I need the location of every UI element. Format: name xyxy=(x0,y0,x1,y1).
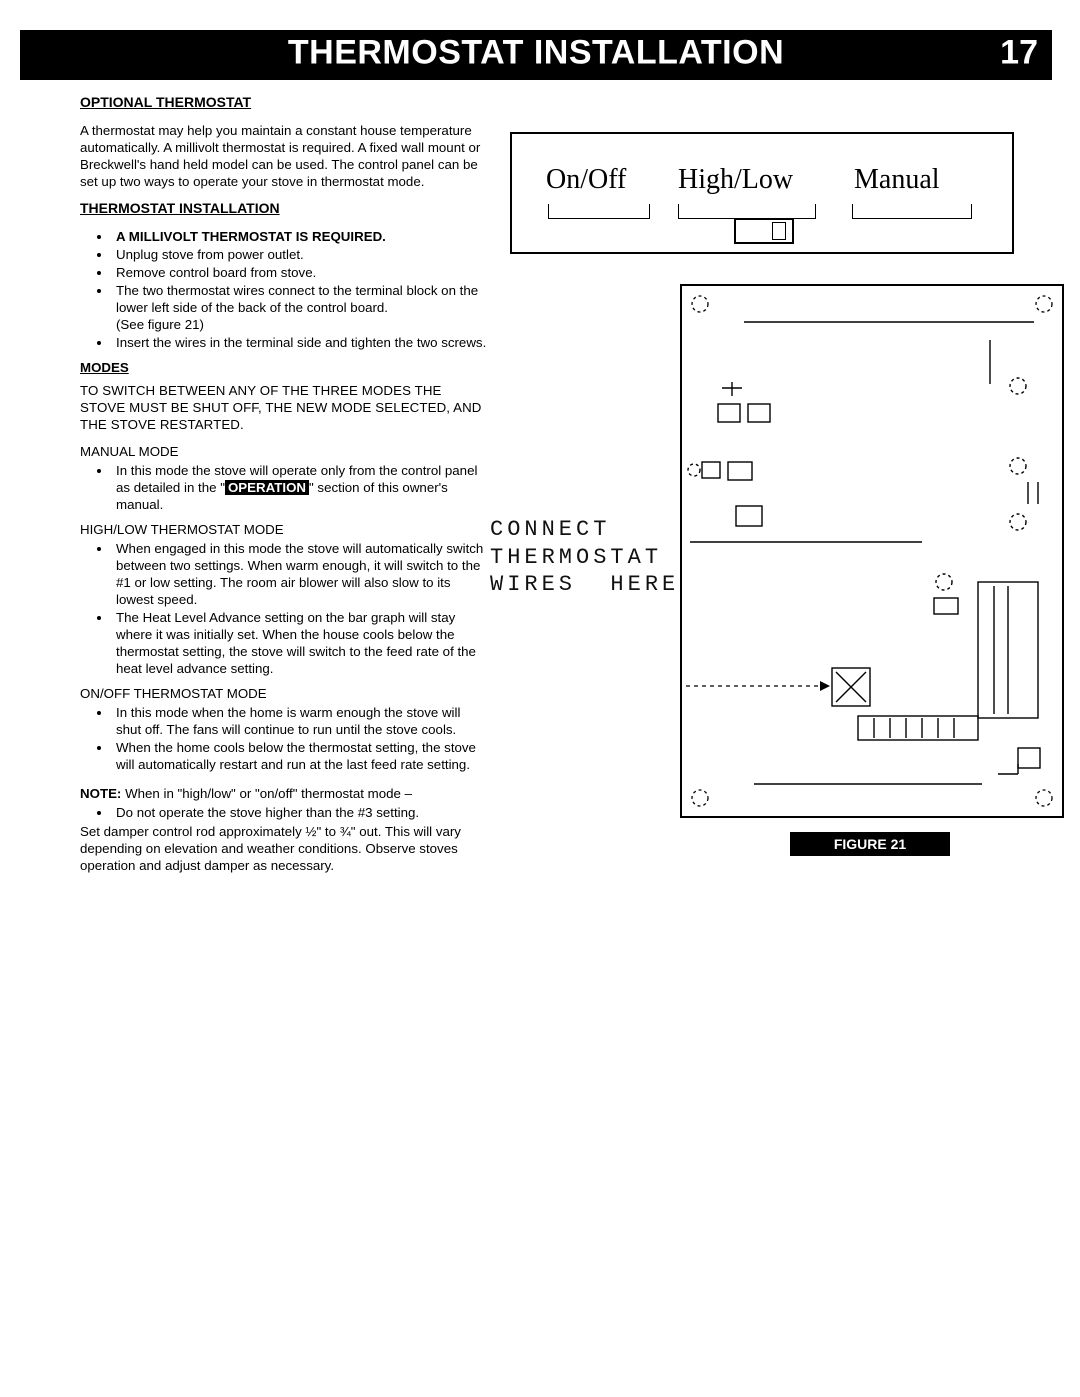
figure-control-board: CONNECT THERMOSTAT WIRES HERE xyxy=(510,284,1020,856)
page-number: 17 xyxy=(1000,34,1038,73)
operation-tag: OPERATION xyxy=(225,480,309,495)
highlow-bullet-list: When engaged in this mode the stove will… xyxy=(80,540,488,677)
heading-onoff-mode: ON/OFF THERMOSTAT MODE xyxy=(80,685,488,702)
switch-label-highlow: High/Low xyxy=(678,164,793,196)
page: THERMOSTAT INSTALLATION 17 OPTIONAL THER… xyxy=(0,0,1080,1397)
switch-label-onoff: On/Off xyxy=(546,164,626,196)
control-board-svg xyxy=(682,286,1062,816)
note-block: NOTE: When in "high/low" or "on/off" the… xyxy=(80,785,488,802)
bracket-manual-icon xyxy=(852,204,972,219)
heading-optional-thermostat: OPTIONAL THERMOSTAT xyxy=(80,94,488,112)
install-bullet-0: A MILLIVOLT THERMOSTAT IS REQUIRED. xyxy=(112,228,488,245)
body-columns: OPTIONAL THERMOSTAT A thermostat may hel… xyxy=(80,92,1020,884)
note-line: When in "high/low" or "on/off" thermosta… xyxy=(121,786,412,801)
mode-switch-slider-icon xyxy=(772,222,786,240)
install-bullet-1: Unplug stove from power outlet. xyxy=(112,246,488,263)
page-title: THERMOSTAT INSTALLATION xyxy=(288,34,784,73)
onoff-bullet-0: In this mode when the home is warm enoug… xyxy=(112,704,488,738)
control-board-outline xyxy=(680,284,1064,818)
onoff-bullet-1: When the home cools below the thermostat… xyxy=(112,739,488,773)
heading-modes: MODES xyxy=(80,359,488,376)
bracket-highlow-icon xyxy=(678,204,816,219)
title-bar: THERMOSTAT INSTALLATION 17 xyxy=(20,30,1052,80)
note-prefix: NOTE: xyxy=(80,786,121,801)
mode-switch-icon xyxy=(734,218,794,244)
figure-caption: FIGURE 21 xyxy=(680,832,1060,856)
note-bullet-list: Do not operate the stove higher than the… xyxy=(80,804,488,821)
install-bullet-3: The two thermostat wires connect to the … xyxy=(112,282,488,333)
para-intro: A thermostat may help you maintain a con… xyxy=(80,122,488,190)
heading-highlow-mode: HIGH/LOW THERMOSTAT MODE xyxy=(80,521,488,538)
manual-bullet-0: In this mode the stove will operate only… xyxy=(112,462,488,513)
note-bullet-0: Do not operate the stove higher than the… xyxy=(112,804,488,821)
heading-thermostat-installation: THERMOSTAT INSTALLATION xyxy=(80,200,488,218)
highlow-bullet-1: The Heat Level Advance setting on the ba… xyxy=(112,609,488,677)
right-column: On/Off High/Low Manual CONNECT THERMOSTA… xyxy=(500,92,1020,884)
onoff-bullet-list: In this mode when the home is warm enoug… xyxy=(80,704,488,773)
install-bullet-2: Remove control board from stove. xyxy=(112,264,488,281)
install-bullet-0-text: A MILLIVOLT THERMOSTAT IS REQUIRED. xyxy=(116,229,386,244)
install-bullet-4: Insert the wires in the terminal side an… xyxy=(112,334,488,351)
highlow-bullet-0: When engaged in this mode the stove will… xyxy=(112,540,488,608)
figure-caption-text: FIGURE 21 xyxy=(790,832,950,856)
para-modes-switch: TO SWITCH BETWEEN ANY OF THE THREE MODES… xyxy=(80,382,488,433)
left-column: OPTIONAL THERMOSTAT A thermostat may hel… xyxy=(80,92,488,884)
figure-switch-panel: On/Off High/Low Manual xyxy=(510,132,1014,254)
manual-bullet-list: In this mode the stove will operate only… xyxy=(80,462,488,513)
bracket-onoff-icon xyxy=(548,204,650,219)
note-tail: Set damper control rod approximately ½" … xyxy=(80,823,488,874)
connect-wires-label: CONNECT THERMOSTAT WIRES HERE xyxy=(490,516,679,599)
switch-label-manual: Manual xyxy=(854,164,940,196)
install-bullet-list: A MILLIVOLT THERMOSTAT IS REQUIRED. Unpl… xyxy=(80,228,488,351)
heading-manual-mode: MANUAL MODE xyxy=(80,443,488,460)
